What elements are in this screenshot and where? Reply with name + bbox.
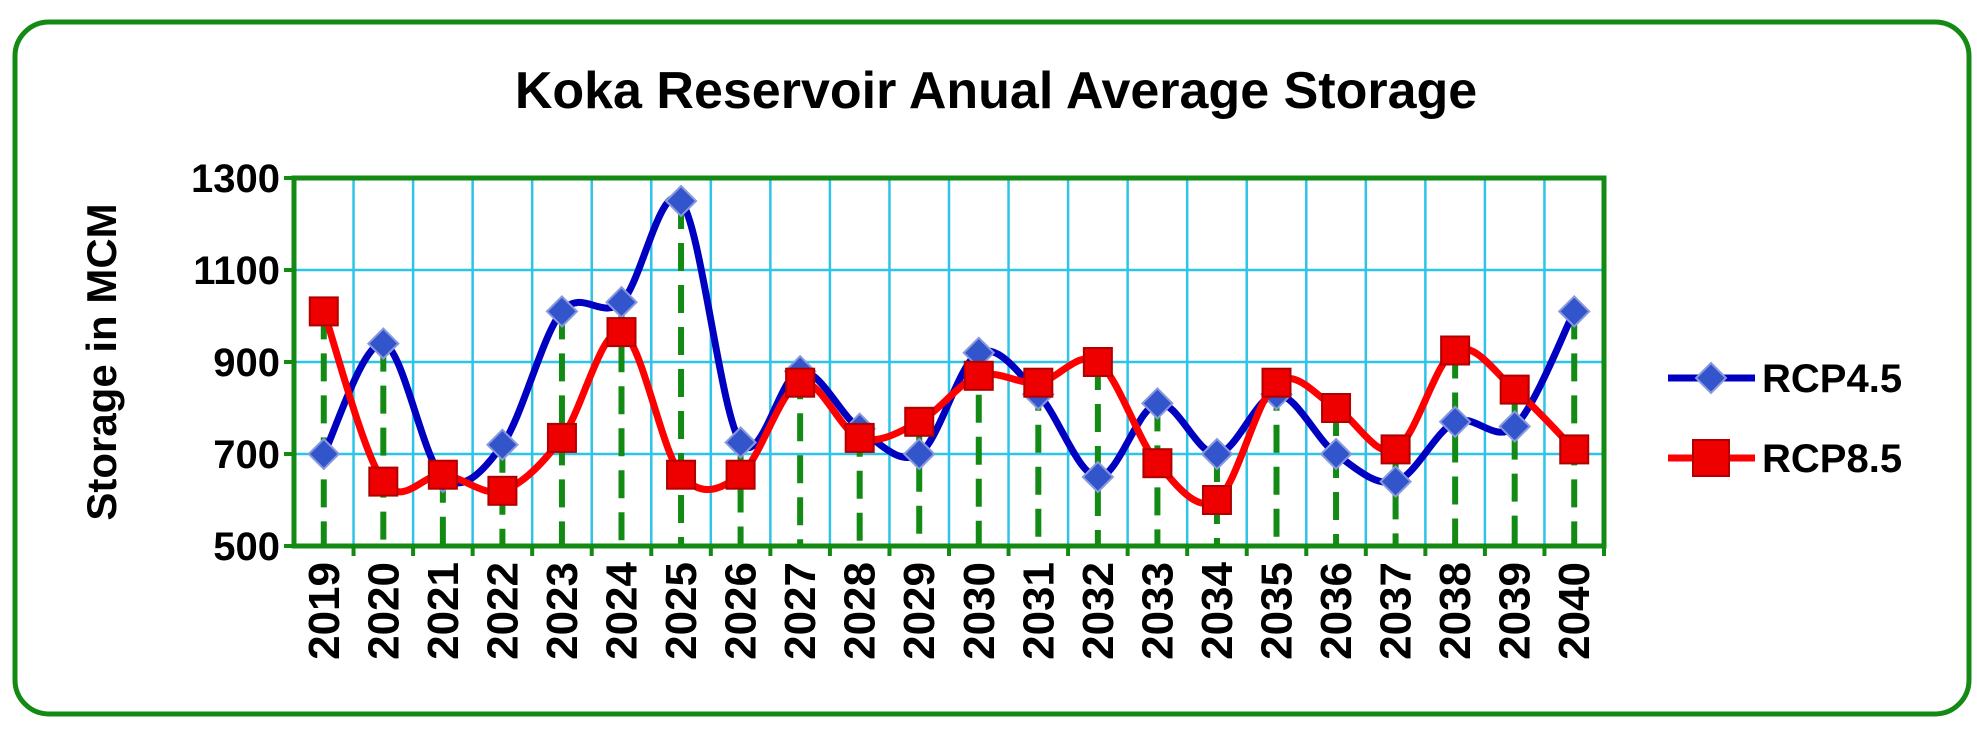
marker — [485, 428, 519, 462]
x-tick-label: 2031 — [1014, 562, 1063, 660]
x-tick-label: 2033 — [1133, 562, 1182, 660]
x-tick-label: 2027 — [776, 562, 825, 660]
y-tick-label: 1100 — [193, 249, 280, 293]
marker — [487, 475, 518, 506]
x-tick-label: 2026 — [717, 562, 766, 660]
marker — [546, 422, 577, 453]
marker — [666, 459, 697, 490]
y-tick-label: 700 — [213, 433, 280, 477]
legend-label: RCP8.5 — [1762, 437, 1902, 481]
x-tick-label: 2021 — [419, 562, 468, 660]
chart-title: Koka Reservoir Anual Average Storage — [515, 62, 1477, 120]
marker — [1380, 434, 1411, 465]
marker — [368, 466, 399, 497]
x-tick-label: 2025 — [657, 562, 706, 660]
x-tick-label: 2035 — [1253, 562, 1302, 660]
marker — [1498, 409, 1532, 443]
marker — [307, 437, 341, 471]
legend-label: RCP4.5 — [1762, 357, 1902, 401]
y-axis-label: Storage in MCM — [78, 203, 125, 520]
marker — [308, 296, 339, 327]
marker — [844, 422, 875, 453]
x-tick-label: 2022 — [478, 562, 527, 660]
x-tick-label: 2032 — [1074, 562, 1123, 660]
marker — [904, 406, 935, 437]
marker — [1140, 386, 1174, 420]
marker — [724, 426, 758, 459]
x-tick-label: 2023 — [538, 562, 587, 660]
series-line — [320, 310, 1577, 508]
marker — [1379, 465, 1413, 499]
marker — [1319, 437, 1353, 471]
marker — [902, 437, 936, 471]
marker — [1201, 485, 1232, 515]
x-tick-label: 2034 — [1193, 561, 1242, 659]
x-tick-label: 2039 — [1491, 562, 1540, 660]
marker — [785, 367, 816, 398]
marker — [725, 459, 756, 490]
x-tick-label: 2028 — [836, 562, 885, 660]
x-tick-label: 2038 — [1431, 562, 1480, 660]
marker — [1142, 448, 1173, 479]
marker — [963, 360, 994, 391]
legend-marker — [1694, 361, 1728, 395]
marker — [1499, 374, 1530, 405]
y-tick-label: 900 — [213, 341, 280, 385]
x-tick-label: 2019 — [300, 562, 349, 660]
marker — [606, 317, 637, 348]
x-tick-label: 2037 — [1372, 562, 1421, 660]
x-tick-label: 2040 — [1550, 562, 1599, 660]
marker — [1440, 335, 1471, 366]
x-tick-label: 2024 — [598, 561, 647, 659]
legend-marker — [1692, 439, 1730, 477]
marker — [366, 327, 400, 361]
marker — [1557, 294, 1591, 328]
marker — [1321, 393, 1352, 423]
marker — [427, 459, 458, 490]
x-tick-label: 2029 — [895, 562, 944, 660]
marker — [1261, 367, 1292, 398]
x-tick-label: 2020 — [359, 562, 408, 660]
x-tick-label: 2030 — [955, 562, 1004, 660]
marker — [1559, 434, 1590, 465]
marker — [1081, 460, 1115, 494]
y-tick-label: 1300 — [191, 157, 280, 201]
marker — [1200, 437, 1234, 471]
y-tick-label: 500 — [213, 525, 280, 569]
marker — [545, 294, 579, 328]
marker — [664, 184, 698, 218]
x-tick-label: 2036 — [1312, 562, 1361, 660]
marker — [1438, 405, 1472, 439]
marker — [1023, 367, 1054, 398]
marker — [1082, 347, 1113, 377]
